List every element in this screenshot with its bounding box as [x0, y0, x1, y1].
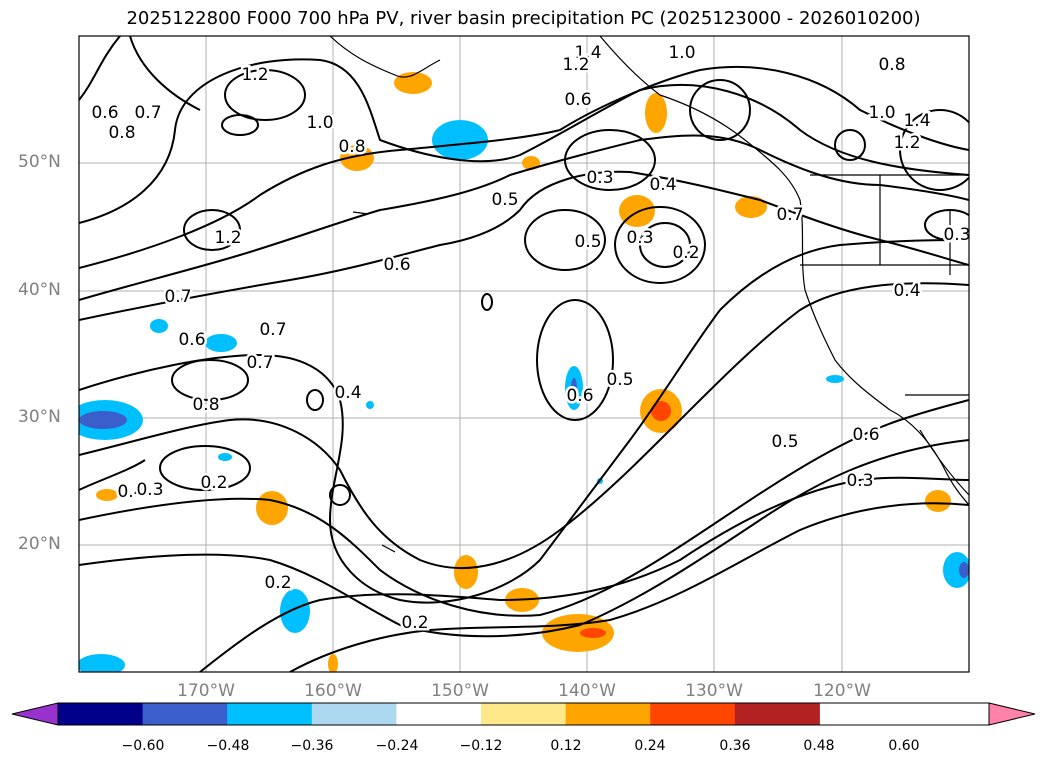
contour-label: 0.4	[117, 482, 144, 502]
colorbar-segment	[734, 703, 820, 725]
contour-label: 0.7	[164, 287, 191, 307]
contour-label: 0.7	[246, 353, 273, 373]
colorbar-tick: −0.12	[459, 738, 503, 754]
contour-label: 1.2	[562, 55, 589, 75]
contour-label: 1.2	[214, 228, 241, 248]
contour-label: 0.2	[672, 243, 699, 263]
contour-label: 0.8	[192, 395, 219, 415]
contour-label: 0.2	[401, 613, 428, 633]
colorbar-segment	[650, 703, 736, 725]
contour-label: 0.6	[564, 90, 591, 110]
contour-label: 0.6	[566, 386, 593, 406]
colorbar-min-extend	[11, 702, 59, 726]
contour-label: 0.5	[491, 190, 518, 210]
contour-label: 0.2	[264, 573, 291, 593]
contour-label: 0.6	[852, 425, 879, 445]
blue-anomaly	[79, 120, 969, 672]
contour-label: 0.4	[893, 281, 920, 301]
lon-label-130w: 130°W	[685, 681, 743, 701]
colorbar-segment	[311, 703, 397, 725]
colorbar-tick: −0.48	[206, 738, 250, 754]
contour-label: 0.7	[776, 205, 803, 225]
colorbar-segment	[58, 703, 144, 725]
contour-label: 1.0	[306, 113, 333, 133]
contour-label: 0.7	[259, 320, 286, 340]
contour-label: 0.3	[943, 225, 970, 245]
colorbar-tick: −0.36	[290, 738, 334, 754]
contour-label: 1.2	[241, 65, 268, 85]
contour-label: 1.4	[903, 111, 930, 131]
contour-label: 1.2	[893, 133, 920, 153]
contour-label: 0.3	[626, 228, 653, 248]
contour-label: 0.5	[771, 432, 798, 452]
colorbar-segment	[481, 703, 567, 725]
contour-label: 1.0	[668, 43, 695, 63]
colorbar-tick: 0.48	[803, 738, 835, 754]
map-panel: 1.2 0.7 0.6 0.8 1.0 0.8 1.4 1.2 1.0 0.6 …	[78, 35, 973, 673]
contour-labels: 1.2 0.7 0.6 0.8 1.0 0.8 1.4 1.2 1.0 0.6 …	[89, 41, 973, 636]
contour-label: 0.5	[606, 370, 633, 390]
contour-label: 1.4	[574, 43, 601, 63]
colorbar	[11, 702, 1036, 726]
lon-label-160w: 160°W	[304, 681, 362, 701]
colorbar-segment	[396, 703, 482, 725]
contour-label: 0.3	[846, 471, 873, 491]
contour-label: 0.2	[200, 473, 227, 493]
colorbar-segment	[227, 703, 313, 725]
colorbar-tick: 0.60	[888, 738, 920, 754]
contour-label: 0.3	[136, 480, 163, 500]
contour-label: 0.4	[649, 175, 676, 195]
lon-label-120w: 120°W	[813, 681, 871, 701]
colorbar-tick: −0.60	[121, 738, 165, 754]
contour-label: 0.4	[334, 383, 361, 403]
pv-contours	[79, 36, 969, 672]
lat-label-50n: 50°N	[18, 152, 61, 172]
contour-label: 0.6	[383, 255, 410, 275]
contour-label: 0.8	[338, 137, 365, 157]
colorbar-max-extend	[988, 702, 1036, 726]
colorbar-segment	[565, 703, 651, 725]
map-frame	[78, 35, 970, 673]
colorbar-tick: −0.24	[375, 738, 419, 754]
orange-anomaly	[96, 72, 951, 672]
colorbar-segment	[142, 703, 228, 725]
contour-label: 0.6	[178, 330, 205, 350]
coastlines	[329, 36, 969, 553]
gridlines	[79, 36, 969, 672]
lat-label-20n: 20°N	[18, 534, 61, 554]
contour-label: 0.6	[91, 103, 118, 123]
contour-label: 0.8	[878, 55, 905, 75]
lat-label-40n: 40°N	[18, 280, 61, 300]
lat-label-30n: 30°N	[18, 407, 61, 427]
contour-label: 0.5	[574, 232, 601, 252]
chart-title: 2025122800 F000 700 hPa PV, river basin …	[126, 8, 921, 29]
contour-label: 0.7	[134, 103, 161, 123]
lon-label-170w: 170°W	[177, 681, 235, 701]
lon-label-140w: 140°W	[558, 681, 616, 701]
contour-label: 0.8	[108, 123, 135, 143]
colorbar-frame	[57, 702, 990, 726]
colorbar-tick: 0.24	[634, 738, 666, 754]
lon-label-150w: 150°W	[431, 681, 489, 701]
colorbar-tick: 0.36	[719, 738, 751, 754]
contour-label: 1.0	[868, 103, 895, 123]
contour-label: 0.3	[586, 168, 613, 188]
colorbar-tick: 0.12	[550, 738, 582, 754]
